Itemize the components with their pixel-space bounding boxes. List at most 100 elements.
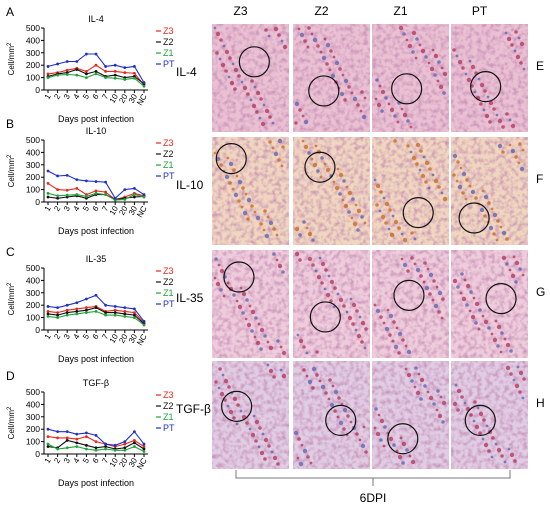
- cell-nucleus: [483, 442, 489, 448]
- cell-nucleus: [375, 78, 379, 82]
- data-point-z1: [75, 193, 79, 196]
- data-point-z3: [75, 307, 79, 311]
- data-point-z1: [75, 312, 79, 316]
- cell-nucleus: [468, 59, 472, 63]
- cell-nucleus: [441, 420, 445, 424]
- cell-nucleus: [235, 174, 239, 178]
- cell-nucleus: [510, 123, 516, 129]
- highlight-circle: [221, 390, 253, 422]
- micrograph-texture: [293, 137, 370, 245]
- cell-nucleus: [479, 207, 485, 213]
- cell-nucleus: [363, 96, 367, 100]
- cell-nucleus: [461, 66, 465, 70]
- highlight-circle: [393, 279, 425, 311]
- data-point-z3: [75, 186, 79, 190]
- cell-nucleus: [320, 384, 326, 390]
- cell-nucleus: [232, 168, 236, 172]
- x-tick-label: NC: [135, 92, 149, 107]
- y-tick-label: 300: [26, 288, 40, 298]
- y-tick-label: 0: [35, 85, 40, 95]
- data-point-z2: [94, 306, 98, 310]
- cell-nucleus: [362, 425, 366, 429]
- cell-nucleus: [333, 389, 339, 395]
- cell-nucleus: [263, 209, 267, 213]
- cell-nucleus: [492, 232, 496, 236]
- cell-nucleus: [414, 366, 418, 370]
- data-point-pt: [65, 173, 69, 177]
- y-tick-label: 100: [26, 73, 40, 83]
- cell-nucleus: [318, 379, 322, 383]
- cell-nucleus: [303, 39, 307, 43]
- legend-label: Z3: [163, 26, 174, 36]
- cell-nucleus: [431, 173, 435, 177]
- data-point-pt: [104, 180, 107, 184]
- cell-nucleus: [441, 400, 447, 406]
- cell-nucleus: [235, 299, 239, 303]
- cell-nucleus: [473, 90, 477, 94]
- data-point-pt: [94, 293, 98, 297]
- cell-nucleus: [469, 290, 473, 294]
- cell-nucleus: [476, 406, 480, 410]
- data-point-z1: [113, 76, 117, 80]
- x-tick-label: 2: [52, 332, 62, 341]
- x-tick-label: 2: [52, 456, 62, 465]
- cell-nucleus: [246, 217, 250, 221]
- micrograph-1-0: [212, 137, 289, 245]
- data-point-pt: [75, 178, 79, 182]
- y-tick-label: 0: [35, 325, 40, 335]
- cell-nucleus: [338, 420, 344, 426]
- cell-nucleus: [339, 91, 345, 97]
- cell-nucleus: [456, 388, 462, 394]
- cell-nucleus: [330, 73, 336, 79]
- cell-nucleus: [298, 233, 302, 237]
- cell-nucleus: [263, 457, 267, 461]
- cell-nucleus: [410, 459, 416, 465]
- cell-nucleus: [389, 107, 395, 113]
- cell-nucleus: [521, 273, 525, 277]
- cell-nucleus: [497, 118, 503, 124]
- cell-nucleus: [232, 416, 236, 420]
- cell-nucleus: [519, 166, 525, 172]
- cell-nucleus: [440, 316, 444, 320]
- cell-nucleus: [264, 108, 270, 114]
- cell-nucleus: [255, 215, 261, 221]
- cell-nucleus: [214, 380, 218, 384]
- cell-nucleus: [464, 197, 468, 201]
- data-point-z3: [56, 311, 59, 315]
- cell-nucleus: [478, 308, 482, 312]
- highlight-circle: [215, 143, 247, 175]
- cell-nucleus: [268, 140, 272, 144]
- data-point-z1: [123, 314, 127, 318]
- legend-label: Z2: [163, 401, 174, 411]
- cell-nucleus: [410, 231, 414, 235]
- cell-nucleus: [252, 414, 256, 418]
- cell-nucleus: [325, 42, 331, 48]
- cell-nucleus: [488, 100, 494, 106]
- x-tick-label: 2: [52, 92, 62, 101]
- cell-nucleus: [505, 237, 509, 241]
- data-point-z3: [46, 435, 50, 439]
- cell-nucleus: [363, 346, 367, 350]
- x-tick-label: 4: [72, 204, 82, 213]
- cell-nucleus: [379, 315, 383, 319]
- cell-nucleus: [409, 125, 413, 129]
- cell-nucleus: [254, 439, 258, 443]
- cell-nucleus: [384, 201, 390, 207]
- cell-nucleus: [294, 251, 300, 257]
- cell-nucleus: [233, 87, 237, 91]
- cell-nucleus: [440, 191, 444, 195]
- cell-nucleus: [220, 62, 226, 68]
- cell-nucleus: [487, 326, 491, 330]
- panel-letter: A: [6, 5, 14, 19]
- cell-nucleus: [245, 298, 249, 302]
- cell-nucleus: [268, 220, 274, 226]
- cell-nucleus: [355, 309, 359, 313]
- cell-nucleus: [302, 220, 306, 224]
- x-tick-label: 3: [62, 92, 72, 101]
- cell-nucleus: [517, 36, 521, 40]
- cell-nucleus: [264, 28, 268, 32]
- cell-nucleus: [388, 333, 392, 337]
- cell-nucleus: [267, 444, 271, 448]
- cell-nucleus: [250, 309, 256, 315]
